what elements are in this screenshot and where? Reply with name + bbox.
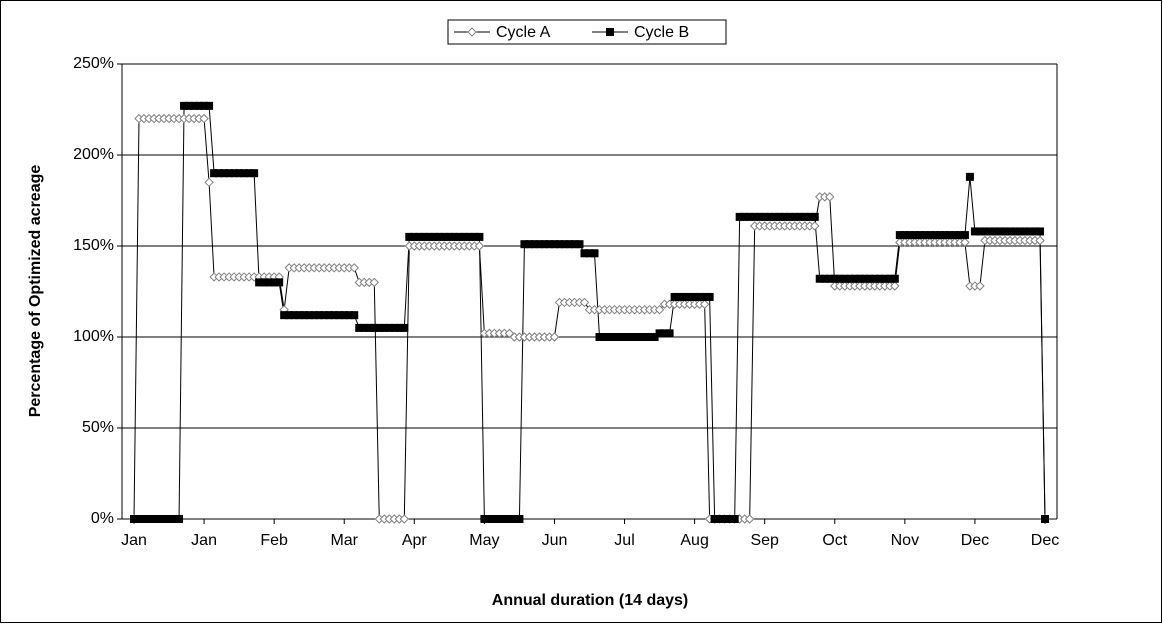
point (349, 263, 359, 273)
point (205, 101, 214, 110)
y-tick-label: 100% (73, 328, 114, 345)
y-axis-title: Percentage of Optimized acreage (27, 165, 44, 418)
point (890, 274, 899, 283)
point (275, 278, 284, 287)
y-tick-label: 150% (73, 237, 114, 254)
point (890, 281, 900, 291)
legend-box (447, 19, 727, 45)
x-tick-label: Sep (750, 532, 779, 549)
point (204, 177, 214, 188)
point (400, 323, 409, 332)
legend-marker (606, 28, 614, 36)
point (579, 297, 590, 308)
x-tick-label: May (469, 532, 499, 549)
point (705, 292, 714, 301)
x-tick-label: Jun (542, 532, 568, 549)
point (654, 304, 665, 315)
x-axis-title: Annual duration (14 days) (492, 592, 688, 609)
point (575, 240, 584, 249)
x-tick-label: Nov (891, 532, 919, 549)
point (810, 212, 819, 221)
point (250, 169, 259, 178)
x-tick-label: Jan (191, 532, 217, 549)
x-tick-label: Dec (961, 532, 989, 549)
point (549, 332, 560, 342)
point (515, 515, 524, 523)
y-tick-label: 50% (82, 419, 114, 436)
point (1035, 227, 1044, 236)
point (665, 329, 674, 338)
point (960, 231, 969, 240)
point (399, 514, 410, 524)
point (369, 277, 379, 288)
x-tick-label: Aug (680, 532, 708, 549)
point (960, 237, 970, 248)
y-tick-label: 0% (91, 510, 114, 527)
point (199, 113, 209, 124)
point (590, 249, 599, 258)
point (699, 299, 710, 309)
plot-area (122, 64, 1057, 519)
legend-label: Cycle B (634, 24, 689, 41)
point (350, 311, 359, 320)
point (744, 514, 755, 524)
x-tick-label: Apr (402, 532, 428, 549)
y-tick-label: 250% (73, 55, 114, 72)
x-tick-label: Mar (330, 532, 358, 549)
point (810, 221, 820, 231)
point (965, 172, 974, 181)
point (1041, 515, 1049, 523)
x-tick-label: Jan (121, 532, 147, 549)
y-tick-label: 200% (73, 146, 114, 163)
point (975, 281, 985, 291)
x-tick-label: Feb (260, 532, 288, 549)
point (825, 192, 835, 202)
point (475, 232, 484, 241)
point (730, 515, 739, 523)
point (1035, 235, 1045, 246)
x-tick-label: Jul (614, 532, 634, 549)
legend-label: Cycle A (496, 24, 551, 41)
x-tick-label: Dec (1031, 532, 1059, 549)
point (474, 241, 485, 251)
legend-marker (467, 27, 477, 37)
point (175, 515, 184, 523)
x-tick-label: Oct (822, 532, 847, 549)
